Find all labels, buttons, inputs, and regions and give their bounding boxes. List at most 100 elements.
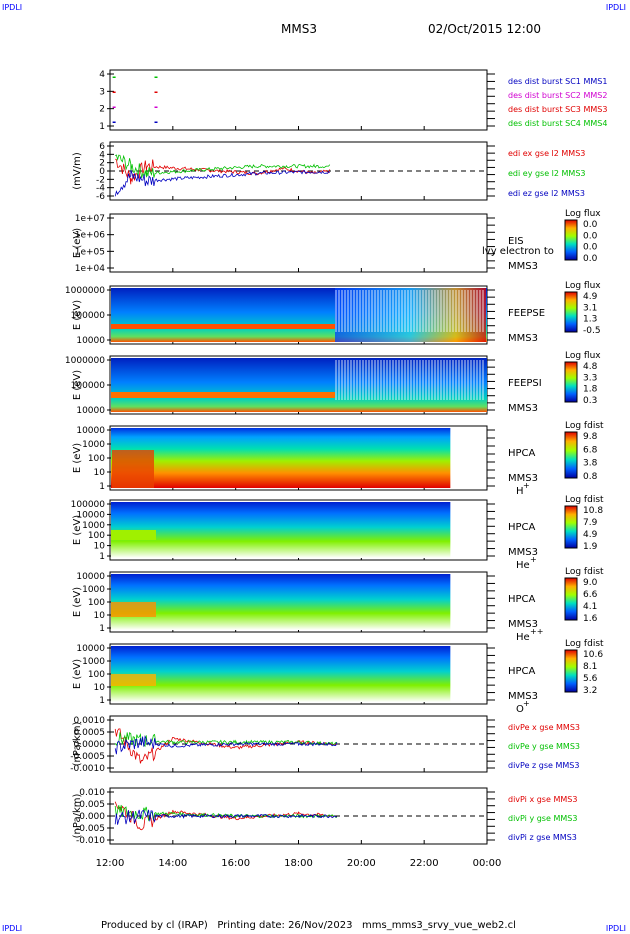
colorbar-tick-label: -0.5 [583,326,601,336]
y-tick-label: 100 [88,531,105,541]
panel-hpca_he1 [107,499,578,561]
series-line-1 [114,731,337,748]
panel-burst [107,69,495,131]
y-tick-label: 10 [94,542,106,552]
species-label: He [516,560,530,571]
y-axis-label: (nPa/km) [72,722,83,767]
species-label: O [516,704,524,715]
x-tick-label: 22:00 [410,858,439,869]
colorbar-tick-label: 6.6 [583,590,598,600]
colorbar-tick-label: 8.1 [583,662,597,672]
burst-marker [154,106,158,108]
y-tick-label: 0.0000 [74,740,106,750]
legend-entry: divPe y gse MMS3 [508,742,580,751]
y-tick-label: 1 [99,122,105,132]
colorbar-tick-label: 0.0 [583,231,598,241]
x-tick-label: 20:00 [347,858,376,869]
y-tick-label: 1000000 [65,356,105,366]
y-axis-label: (nPa/km) [72,794,83,839]
legend-entry: divPe z gse MMS3 [508,761,579,770]
corner-label-top-left: IPDLI [2,3,23,12]
low-energy-region [111,674,156,686]
y-tick-label: 0.0010 [74,716,106,726]
burst-marker [112,76,116,78]
y-tick-label: 10000 [76,644,105,654]
colorbar-tick-label: 5.6 [583,674,598,684]
colorbar [564,505,578,549]
instrument-label: EIS [508,236,524,247]
datetime-title: 02/Oct/2015 12:00 [428,22,542,36]
y-tick-label: 100000 [71,500,106,510]
colorbar-tick-label: 3.2 [583,686,597,696]
colorbar-tick-label: 6.8 [583,445,598,455]
corner-label-top-right: IPDLI [605,3,626,12]
series-line-2 [114,169,331,197]
y-tick-label: 10000 [76,336,105,346]
legend-entry: des dist burst SC2 MMS2 [508,91,607,100]
instrument-label: HPCA [508,448,536,459]
colorbar-title: Log fdist [565,567,604,577]
spectrogram-hpca_he1 [111,502,451,558]
y-tick-label: 0.000 [79,812,105,822]
overlay-label: lvy electron to [482,246,554,257]
y-tick-label: 0.005 [79,800,105,810]
x-tick-label: 16:00 [221,858,250,869]
series-line-0 [114,728,338,764]
species-charge: + [530,555,537,564]
colorbar-tick-label: 0.8 [583,472,598,482]
y-tick-label: -0.005 [76,824,105,834]
colorbar [564,577,578,621]
spectrogram-hpca_he2 [111,574,451,630]
panel-eis [107,213,578,273]
y-axis-label: E (eV) [72,300,83,330]
burst-marker [154,76,158,78]
y-tick-label: 100000 [71,381,106,391]
y-tick-label: 10 [94,611,106,621]
colorbar-tick-label: 0.3 [583,396,597,406]
y-tick-label: 0.0005 [74,728,106,738]
legend-entry: edi ey gse l2 MMS3 [508,169,586,178]
colorbar-tick-label: 9.0 [583,578,598,588]
y-tick-label: 100 [88,454,105,464]
y-axis-label: E (eV) [72,587,83,617]
spacecraft-label: MMS3 [508,333,538,344]
series-line-1 [114,804,337,822]
colorbar-tick-label: 1.3 [583,315,597,325]
y-tick-label: 1 [99,552,105,562]
y-axis-label: E (eV) [72,659,83,689]
legend-entry: divPe x gse MMS3 [508,723,580,732]
y-tick-label: 10000 [76,406,105,416]
colorbar [564,361,578,403]
colorbar-tick-label: 3.8 [583,459,598,469]
y-tick-label: -0.010 [76,836,105,846]
species-charge: + [523,481,530,490]
instrument-label: HPCA [508,522,536,533]
y-tick-label: 1000 [82,657,105,667]
species-charge: + [523,699,530,708]
series-line-1 [114,154,331,179]
y-tick-label: 1e+04 [75,264,106,274]
series-line-2 [114,735,338,755]
spacecraft-title: MMS3 [281,22,317,36]
y-tick-label: 1000 [82,521,105,531]
low-energy-region [111,530,156,540]
colorbar-title: Log flux [565,209,601,219]
y-tick-label: 1e+05 [75,247,105,257]
colorbar-tick-label: 0.0 [583,243,598,253]
colorbar [564,291,578,333]
spectrogram-feepsi [111,358,487,412]
y-tick-label: 100000 [71,311,106,321]
ramp-region [335,288,486,342]
low-energy-band [111,392,335,398]
corner-label-bottom-left: IPDLI [2,924,23,933]
y-tick-label: 2 [99,105,105,115]
species-label: He [516,632,530,643]
y-tick-label: 10 [94,468,106,478]
colorbar-tick-label: 9.8 [583,432,598,442]
x-tick-label: 18:00 [284,858,313,869]
y-axis-label: E (eV) [72,515,83,545]
colorbar-tick-label: 0.0 [583,220,598,230]
y-tick-label: 1e+06 [75,231,106,241]
y-tick-label: 10 [94,683,106,693]
